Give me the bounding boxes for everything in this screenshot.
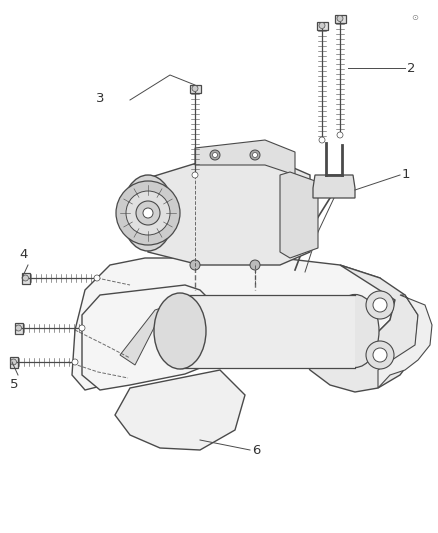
Circle shape [15, 325, 21, 331]
Text: ⊙: ⊙ [411, 13, 418, 22]
Circle shape [252, 152, 258, 157]
FancyBboxPatch shape [180, 295, 355, 368]
Text: 1: 1 [402, 168, 410, 182]
Polygon shape [313, 175, 355, 198]
Circle shape [192, 172, 198, 178]
Circle shape [22, 275, 28, 281]
Circle shape [190, 260, 200, 270]
Circle shape [192, 85, 198, 92]
Polygon shape [115, 370, 245, 450]
Ellipse shape [331, 295, 379, 367]
Text: 5: 5 [10, 378, 18, 392]
Circle shape [250, 150, 260, 160]
FancyBboxPatch shape [10, 357, 18, 367]
Polygon shape [280, 172, 318, 258]
Circle shape [337, 132, 343, 138]
Text: 2: 2 [407, 61, 416, 75]
Circle shape [319, 137, 325, 143]
Polygon shape [120, 300, 185, 365]
Ellipse shape [154, 293, 206, 369]
Polygon shape [290, 265, 418, 392]
FancyBboxPatch shape [190, 85, 201, 93]
Polygon shape [82, 285, 210, 390]
Circle shape [366, 341, 394, 369]
Circle shape [319, 22, 325, 28]
Text: 3: 3 [96, 92, 104, 104]
Circle shape [136, 201, 160, 225]
Circle shape [212, 152, 218, 157]
Circle shape [373, 348, 387, 362]
FancyBboxPatch shape [335, 14, 346, 22]
Polygon shape [195, 140, 295, 175]
Text: 4: 4 [20, 248, 28, 262]
Circle shape [337, 15, 343, 21]
Polygon shape [378, 295, 432, 388]
Ellipse shape [122, 175, 174, 251]
FancyBboxPatch shape [317, 21, 328, 29]
Circle shape [94, 275, 100, 281]
Polygon shape [72, 258, 395, 390]
Circle shape [373, 298, 387, 312]
Circle shape [210, 150, 220, 160]
Circle shape [143, 208, 153, 218]
Circle shape [116, 181, 180, 245]
Circle shape [79, 325, 85, 331]
Circle shape [366, 291, 394, 319]
FancyBboxPatch shape [14, 322, 22, 334]
Circle shape [11, 359, 17, 365]
Circle shape [250, 260, 260, 270]
Polygon shape [148, 162, 310, 265]
FancyBboxPatch shape [21, 272, 29, 284]
Circle shape [72, 359, 78, 365]
Circle shape [126, 191, 170, 235]
Text: 6: 6 [252, 443, 260, 456]
